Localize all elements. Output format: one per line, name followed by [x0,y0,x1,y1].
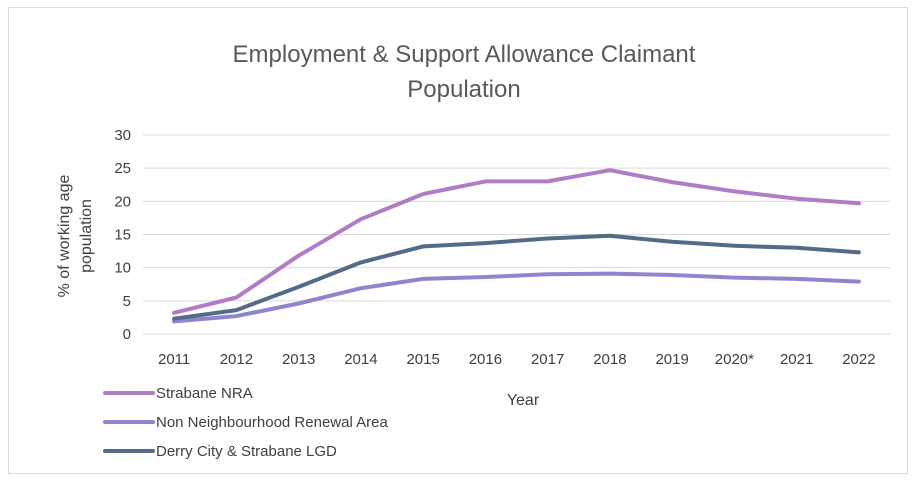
chart-frame [8,7,908,474]
y-tick-label: 15 [114,227,131,244]
series-line-derry-city-strabane-lgd [172,233,861,321]
legend: Strabane NRA Non Neighbourhood Renewal Ar… [103,385,388,460]
legend-label: Derry City & Strabane LGD [156,443,337,460]
x-tick-label: 2015 [406,351,439,368]
x-tick-label: 2012 [220,351,253,368]
x-axis-ticks: 2011 2012 2013 2014 2015 2016 2017 2018 2019 2020… [158,351,876,368]
chart-title-line-1: Employment & Support Allowance Claimant [233,41,696,68]
gridlines [143,134,890,335]
series-line-strabane-nra [172,168,861,315]
x-axis-title: Year [507,392,540,409]
series-lines [172,168,861,324]
y-axis-title-line-1: % of working age [56,175,73,298]
legend-item: Non Neighbourhood Renewal Area [103,414,388,431]
y-tick-label: 10 [114,260,131,277]
chart-title: Employment & Support Allowance Claimant … [233,41,696,103]
y-axis-ticks: 0 5 10 15 20 25 30 [114,127,131,343]
y-axis-title-line-2: population [78,199,95,273]
x-tick-label: 2018 [593,351,626,368]
x-tick-label: 2021 [780,351,813,368]
y-axis-title: % of working age population [56,175,95,298]
y-tick-label: 20 [114,193,131,210]
legend-label: Non Neighbourhood Renewal Area [156,414,388,431]
legend-item: Derry City & Strabane LGD [103,443,337,460]
legend-label: Strabane NRA [156,385,253,402]
y-tick-label: 30 [114,127,131,144]
x-tick-label: 2016 [469,351,502,368]
x-tick-label: 2022 [842,351,875,368]
x-tick-label: 2011 [158,351,190,368]
legend-item: Strabane NRA [103,385,253,402]
y-tick-label: 25 [114,160,131,177]
x-tick-label: 2017 [531,351,564,368]
x-tick-label: 2020* [715,351,754,368]
x-tick-label: 2014 [344,351,377,368]
x-tick-label: 2013 [282,351,315,368]
series-line-non-neighbourhood-renewal-area [172,271,861,324]
y-tick-label: 0 [123,326,131,343]
chart-title-line-2: Population [407,76,520,103]
y-tick-label: 5 [123,293,131,310]
x-tick-label: 2019 [655,351,688,368]
